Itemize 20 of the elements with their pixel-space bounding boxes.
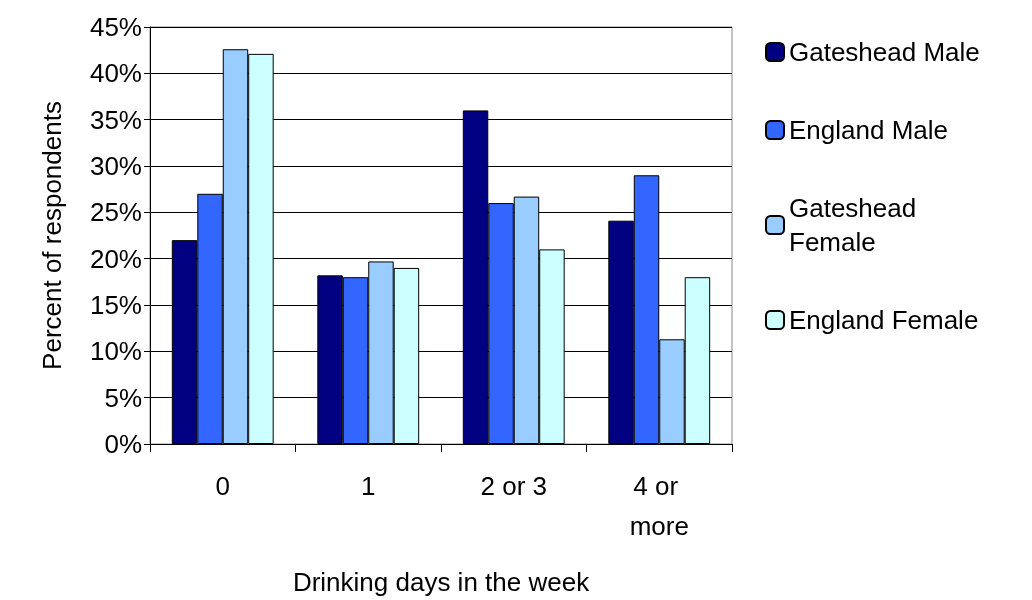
y-tick-label: 15% [89,290,142,320]
legend-label: Gateshead Female [789,193,924,257]
x-tick-label: 2 or 3 [480,471,547,501]
x-tick-label: 4 or more [629,471,689,541]
y-tick-label: 0% [104,429,142,459]
y-axis-title: Percent of respondents [37,101,67,370]
legend-label: England Male [789,115,948,145]
y-tick-label: 35% [89,104,142,135]
x-tick-label: 1 [361,471,376,501]
legend-label: Gateshead Male [789,37,980,67]
x-axis-title: Drinking days in the week [292,567,591,597]
y-tick-label: 45% [89,12,142,42]
y-tick-label: 40% [89,58,142,89]
y-tick-label: 20% [89,243,142,274]
legend-label: England Female [789,305,979,335]
x-tick-label: 0 [215,471,230,501]
y-tick-label: 10% [89,336,142,367]
y-tick-label: 25% [89,197,142,228]
y-tick-label: 5% [104,382,142,413]
y-tick-label: 30% [89,151,142,181]
